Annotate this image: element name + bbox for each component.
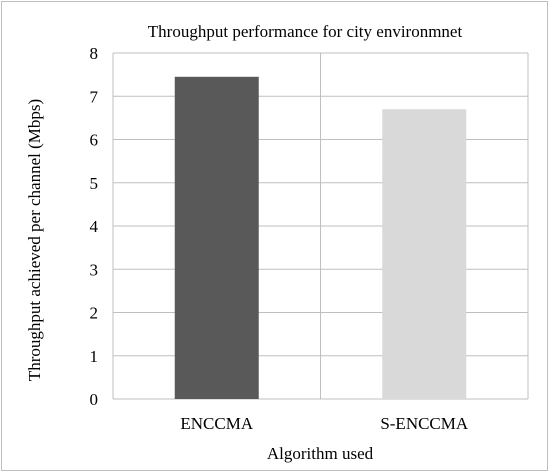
y-tick-label: 4	[90, 217, 99, 236]
bar-s-enccma	[382, 109, 467, 399]
y-tick-label: 1	[90, 347, 99, 366]
bars	[174, 76, 467, 399]
y-axis-label: Throughput achieved per channel (Mbps)	[25, 99, 44, 381]
x-tick-label: ENCCMA	[180, 414, 253, 433]
bar-enccma	[174, 76, 259, 399]
x-axis-label: Algorithm used	[267, 444, 374, 463]
y-tick-label: 5	[90, 174, 99, 193]
x-tick-label: S-ENCCMA	[380, 414, 469, 433]
tick-labels: 0 1 2 3 4 5 6 7 8 ENCCMA S-ENCCMA	[90, 44, 469, 433]
y-tick-label: 3	[90, 260, 99, 279]
y-tick-label: 0	[90, 390, 99, 409]
chart-title: Throughput performance for city environm…	[148, 22, 463, 41]
y-tick-label: 6	[90, 131, 99, 150]
y-tick-label: 2	[90, 304, 99, 323]
y-tick-label: 7	[90, 87, 99, 106]
y-tick-label: 8	[90, 44, 99, 63]
